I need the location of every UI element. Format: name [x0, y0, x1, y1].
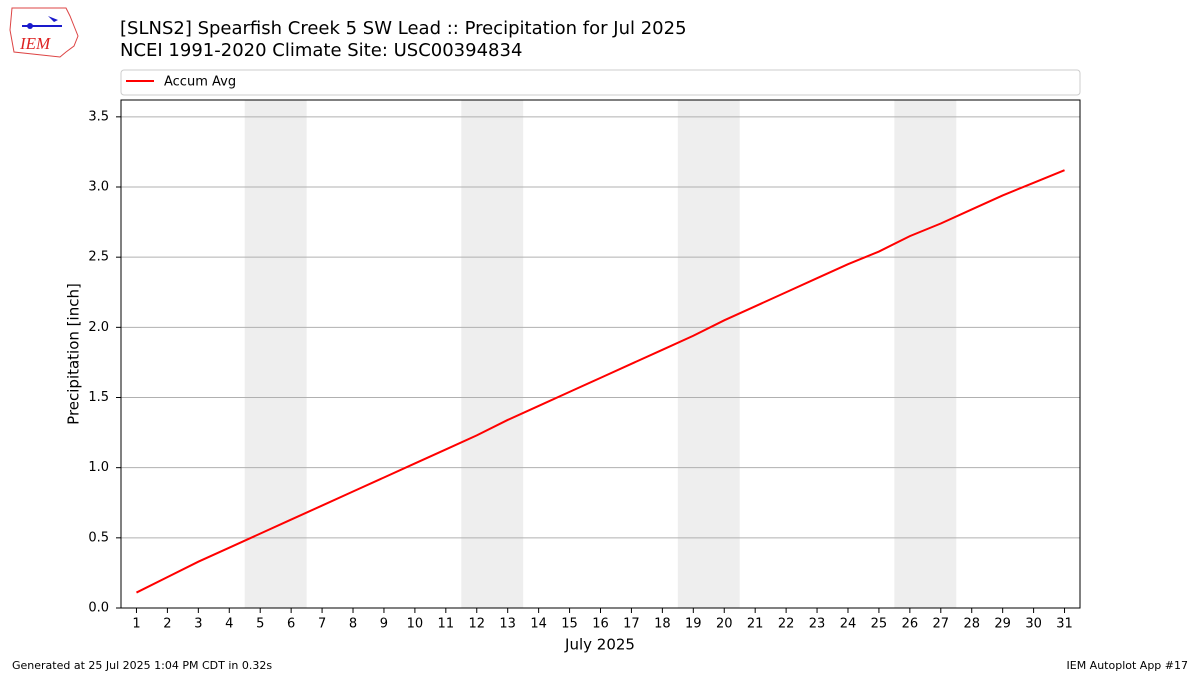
- y-tick-label: 1.5: [88, 390, 109, 405]
- series-line: [136, 169, 1065, 594]
- x-tick-label: 12: [468, 617, 485, 632]
- logo-text: IEM: [19, 34, 51, 53]
- x-tick-label: 31: [1056, 617, 1073, 632]
- logo-outline: [9, 7, 79, 58]
- x-tick-label: 29: [994, 617, 1011, 632]
- weekend-shade: [461, 100, 524, 608]
- x-tick-label: 16: [592, 617, 609, 632]
- x-tick-label: 30: [1025, 617, 1042, 632]
- chart-subtitle: NCEI 1991-2020 Climate Site: USC00394834: [120, 40, 522, 61]
- x-tick-label: 17: [623, 617, 640, 632]
- x-tick-label: 25: [871, 617, 888, 632]
- x-tick-label: 7: [318, 617, 326, 632]
- weekend-shade: [894, 100, 957, 608]
- chart-title: [SLNS2] Spearfish Creek 5 SW Lead :: Pre…: [120, 18, 687, 39]
- x-tick-label: 4: [225, 617, 233, 632]
- x-tick-label: 23: [809, 617, 826, 632]
- x-tick-label: 15: [561, 617, 578, 632]
- x-tick-label: 8: [349, 617, 357, 632]
- logo-flag: [48, 16, 58, 22]
- weekend-shade: [244, 100, 307, 608]
- x-tick-label: 1: [132, 617, 140, 632]
- y-tick-label: 1.0: [88, 460, 109, 475]
- x-axis-label: July 2025: [564, 636, 635, 654]
- y-tick-label: 3.0: [88, 180, 109, 195]
- x-tick-label: 21: [747, 617, 764, 632]
- x-tick-label: 28: [963, 617, 980, 632]
- x-tick-label: 24: [840, 617, 857, 632]
- y-tick-label: 3.5: [88, 109, 109, 124]
- footer-right: IEM Autoplot App #17: [1067, 659, 1189, 672]
- x-tick-label: 20: [716, 617, 733, 632]
- plot-frame: [120, 99, 1081, 609]
- x-tick-label: 14: [530, 617, 547, 632]
- x-tick-label: 10: [407, 617, 424, 632]
- x-tick-label: 22: [778, 617, 795, 632]
- footer-left: Generated at 25 Jul 2025 1:04 PM CDT in …: [12, 659, 272, 672]
- y-axis-label: Precipitation [inch]: [65, 283, 83, 425]
- x-tick-label: 11: [438, 617, 455, 632]
- x-tick-label: 5: [256, 617, 264, 632]
- x-tick-label: 13: [499, 617, 516, 632]
- logo-dot: [27, 23, 33, 29]
- x-tick-label: 26: [902, 617, 919, 632]
- x-tick-label: 6: [287, 617, 295, 632]
- y-tick-label: 2.0: [88, 320, 109, 335]
- legend-label: Accum Avg: [164, 75, 236, 90]
- y-tick-label: 0.5: [88, 530, 109, 545]
- x-tick-label: 3: [194, 617, 202, 632]
- weekend-shade: [677, 100, 740, 608]
- legend-box: [120, 69, 1081, 96]
- x-tick-label: 19: [685, 617, 702, 632]
- x-tick-label: 18: [654, 617, 671, 632]
- y-tick-label: 2.5: [88, 250, 109, 265]
- x-tick-label: 9: [380, 617, 388, 632]
- x-tick-label: 2: [163, 617, 171, 632]
- logo: IEM: [9, 7, 79, 58]
- y-tick-label: 0.0: [88, 601, 109, 616]
- x-tick-label: 27: [933, 617, 950, 632]
